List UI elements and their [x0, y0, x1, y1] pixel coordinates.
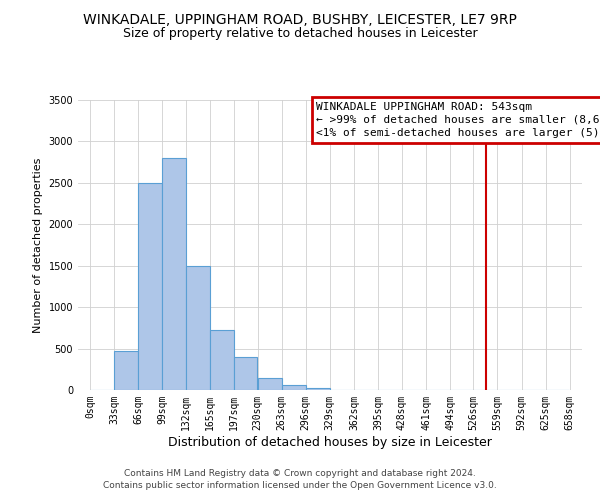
Bar — [114, 350, 138, 390]
Text: Size of property relative to detached houses in Leicester: Size of property relative to detached ho… — [122, 28, 478, 40]
Bar — [234, 357, 257, 390]
Bar — [306, 388, 329, 390]
Bar — [282, 385, 305, 390]
Bar — [163, 158, 186, 390]
Text: WINKADALE, UPPINGHAM ROAD, BUSHBY, LEICESTER, LE7 9RP: WINKADALE, UPPINGHAM ROAD, BUSHBY, LEICE… — [83, 12, 517, 26]
Text: Contains public sector information licensed under the Open Government Licence v3: Contains public sector information licen… — [103, 481, 497, 490]
Bar — [258, 378, 281, 390]
Bar — [187, 266, 210, 390]
Bar — [139, 183, 162, 390]
Text: WINKADALE UPPINGHAM ROAD: 543sqm
← >99% of detached houses are smaller (8,653)
<: WINKADALE UPPINGHAM ROAD: 543sqm ← >99% … — [316, 102, 600, 138]
Bar — [211, 330, 234, 390]
Text: Contains HM Land Registry data © Crown copyright and database right 2024.: Contains HM Land Registry data © Crown c… — [124, 468, 476, 477]
Y-axis label: Number of detached properties: Number of detached properties — [33, 158, 43, 332]
Text: Distribution of detached houses by size in Leicester: Distribution of detached houses by size … — [168, 436, 492, 449]
